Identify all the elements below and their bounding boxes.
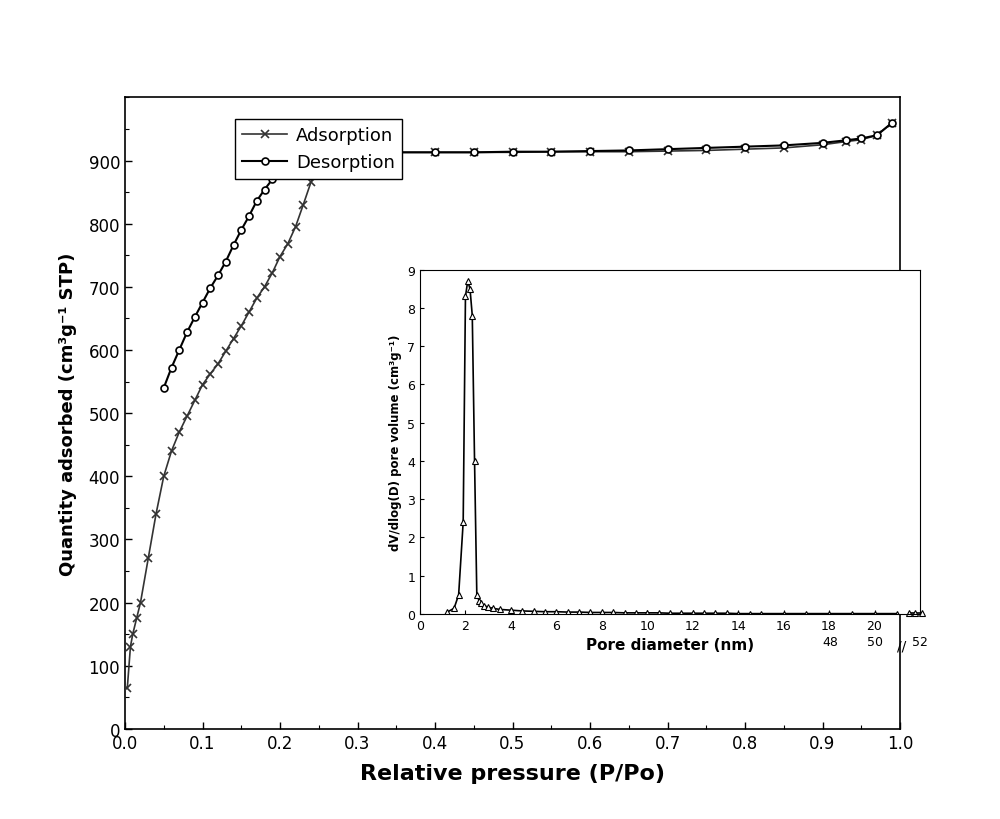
Adsorption <box>390 148 402 158</box>
Adsorption <box>468 148 480 158</box>
Text: 48: 48 <box>822 635 838 648</box>
Desorption <box>290 158 302 168</box>
Adsorption <box>584 147 596 157</box>
Desorption <box>166 364 178 373</box>
Adsorption <box>134 598 147 608</box>
Adsorption <box>623 147 635 157</box>
Adsorption <box>290 223 302 233</box>
X-axis label: Pore diameter (nm): Pore diameter (nm) <box>586 638 754 653</box>
Desorption <box>336 150 348 160</box>
Text: //: // <box>897 638 906 652</box>
Desorption <box>212 271 224 281</box>
Desorption <box>235 226 247 236</box>
Line: Adsorption: Adsorption <box>123 120 896 692</box>
Adsorption <box>700 147 712 156</box>
Adsorption <box>150 509 162 519</box>
Desorption <box>189 313 201 323</box>
Desorption <box>266 175 278 185</box>
Adsorption <box>305 178 317 188</box>
Adsorption <box>352 149 364 159</box>
Adsorption <box>204 369 216 379</box>
Desorption <box>282 161 294 171</box>
Adsorption <box>181 412 193 422</box>
Desorption <box>468 148 480 158</box>
Desorption <box>584 147 596 156</box>
Desorption <box>739 143 751 152</box>
Adsorption <box>235 322 247 332</box>
Desorption <box>251 197 263 206</box>
Adsorption <box>127 629 139 639</box>
Desorption <box>173 346 185 355</box>
Text: 52: 52 <box>912 635 928 648</box>
Adsorption <box>662 147 674 156</box>
Adsorption <box>266 269 278 278</box>
Adsorption <box>131 613 143 623</box>
Desorption <box>204 284 216 294</box>
Desorption <box>313 152 325 162</box>
Adsorption <box>124 642 136 652</box>
Adsorption <box>778 144 790 154</box>
Desorption <box>320 150 332 160</box>
Desorption <box>545 147 557 157</box>
Adsorption <box>189 396 201 406</box>
Adsorption <box>545 147 557 157</box>
Adsorption <box>313 160 325 170</box>
Adsorption <box>871 131 883 141</box>
Adsorption <box>739 145 751 155</box>
Desorption <box>662 145 674 155</box>
Adsorption <box>142 554 154 563</box>
Text: 50: 50 <box>867 635 883 648</box>
Desorption <box>429 148 441 158</box>
Desorption <box>390 148 402 158</box>
Desorption <box>297 155 309 165</box>
Adsorption <box>282 240 294 250</box>
Y-axis label: Quantity adsorbed (cm³g⁻¹ STP): Quantity adsorbed (cm³g⁻¹ STP) <box>59 252 77 575</box>
Desorption <box>871 131 883 141</box>
Adsorption <box>328 152 340 161</box>
Adsorption <box>258 283 270 292</box>
Desorption <box>220 257 232 267</box>
Desorption <box>181 328 193 337</box>
Adsorption <box>166 446 178 456</box>
Desorption <box>623 147 635 156</box>
Adsorption <box>855 136 867 146</box>
Adsorption <box>228 334 240 344</box>
Adsorption <box>506 148 518 158</box>
Adsorption <box>158 472 170 482</box>
Desorption <box>840 136 852 146</box>
Desorption <box>778 142 790 152</box>
Desorption <box>196 298 209 308</box>
Desorption <box>855 134 867 144</box>
Desorption <box>352 149 364 159</box>
Adsorption <box>320 155 332 165</box>
Desorption <box>274 168 286 178</box>
Adsorption <box>886 119 898 129</box>
Adsorption <box>274 252 286 262</box>
Adsorption <box>121 683 133 693</box>
Adsorption <box>243 308 255 318</box>
Adsorption <box>336 150 348 160</box>
Adsorption <box>196 380 209 390</box>
Desorption <box>228 241 240 251</box>
Desorption <box>700 144 712 154</box>
Adsorption <box>429 148 441 158</box>
Desorption <box>243 212 255 222</box>
Desorption <box>258 185 270 195</box>
Adsorption <box>173 428 185 437</box>
Adsorption <box>297 201 309 210</box>
Adsorption <box>220 347 232 357</box>
Adsorption <box>840 138 852 147</box>
Desorption <box>816 138 828 148</box>
Adsorption <box>816 141 828 151</box>
Desorption <box>506 147 518 157</box>
X-axis label: Relative pressure (P/Po): Relative pressure (P/Po) <box>360 762 665 783</box>
Adsorption <box>251 294 263 304</box>
Y-axis label: dV/dlog(D) pore volume (cm³g⁻¹): dV/dlog(D) pore volume (cm³g⁻¹) <box>389 334 402 550</box>
Desorption <box>305 153 317 163</box>
Desorption <box>886 119 898 129</box>
Desorption <box>158 383 170 393</box>
Adsorption <box>212 360 224 369</box>
Line: Desorption: Desorption <box>160 120 896 391</box>
Legend: Adsorption, Desorption: Adsorption, Desorption <box>235 120 402 179</box>
